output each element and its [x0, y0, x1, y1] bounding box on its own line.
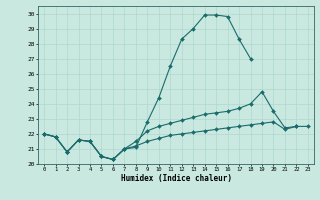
X-axis label: Humidex (Indice chaleur): Humidex (Indice chaleur): [121, 174, 231, 183]
